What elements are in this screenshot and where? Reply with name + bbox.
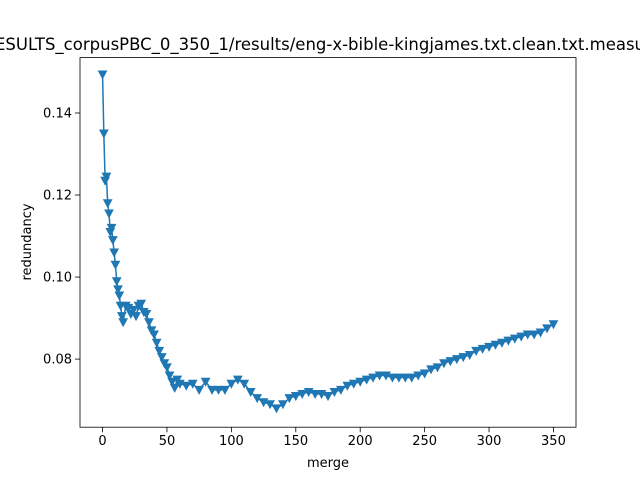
marker (118, 318, 129, 328)
marker (114, 291, 125, 301)
marker (484, 342, 494, 352)
marker (387, 373, 398, 383)
x-tick-label: 0 (98, 434, 106, 449)
marker (310, 390, 320, 400)
x-tick-label: 300 (477, 434, 502, 449)
marker (361, 375, 372, 385)
marker (102, 199, 113, 209)
marker (451, 355, 462, 365)
y-tick-label: 0.10 (43, 271, 72, 286)
marker (141, 310, 152, 320)
marker (290, 392, 301, 402)
marker (368, 373, 378, 383)
marker (110, 260, 121, 270)
marker (181, 381, 192, 391)
x-axis-label: merge (307, 456, 349, 471)
marker (432, 363, 443, 373)
marker (220, 385, 230, 395)
marker (497, 338, 507, 348)
marker (284, 394, 295, 404)
marker (490, 340, 501, 350)
marker (400, 373, 411, 383)
marker (169, 383, 180, 393)
x-tick-label: 350 (541, 434, 566, 449)
x-tick-label: 200 (348, 434, 373, 449)
marker (213, 385, 224, 395)
marker (131, 312, 141, 322)
marker (106, 223, 117, 233)
marker (164, 371, 175, 381)
marker (355, 377, 366, 387)
marker (101, 172, 112, 182)
marker (509, 334, 520, 344)
marker (194, 385, 205, 395)
marker (477, 344, 488, 354)
marker (113, 285, 123, 295)
marker (329, 387, 340, 397)
marker (535, 328, 546, 338)
marker (503, 336, 514, 346)
marker (200, 377, 211, 387)
y-axis-label: redundancy (20, 203, 35, 280)
marker (458, 353, 469, 363)
x-tick-label: 250 (412, 434, 437, 449)
marker (104, 209, 114, 219)
marker (297, 390, 308, 400)
marker (136, 299, 147, 309)
marker (187, 379, 198, 389)
marker (323, 392, 333, 402)
chart-title: ESULTS_corpusPBC_0_350_1/results/eng-x-b… (0, 35, 640, 55)
y-tick-label: 0.14 (43, 106, 72, 121)
marker (278, 400, 288, 410)
y-tick-label: 0.08 (43, 353, 72, 368)
marker (97, 70, 108, 80)
marker (144, 318, 154, 328)
x-tick-label: 50 (159, 434, 176, 449)
marker (548, 320, 559, 330)
marker (154, 346, 165, 356)
marker (426, 365, 436, 375)
marker (516, 332, 527, 342)
y-tick-label: 0.12 (43, 189, 72, 204)
marker (116, 312, 127, 322)
marker (529, 330, 540, 340)
marker (128, 305, 139, 315)
marker (111, 277, 122, 287)
marker (271, 404, 282, 414)
marker (342, 381, 353, 391)
x-tick-label: 100 (219, 434, 244, 449)
marker (413, 371, 424, 381)
marker (471, 346, 482, 356)
marker (419, 369, 430, 379)
marker (393, 373, 404, 383)
marker (542, 324, 552, 334)
marker (156, 353, 167, 363)
marker (445, 357, 456, 367)
marker (162, 363, 172, 373)
marker (245, 387, 256, 397)
marker (109, 248, 120, 258)
marker (151, 338, 162, 348)
marker (207, 385, 217, 395)
marker (239, 379, 250, 389)
plot-frame (79, 57, 577, 428)
marker (336, 385, 346, 395)
marker (98, 129, 109, 139)
marker (464, 351, 475, 361)
marker (167, 377, 177, 387)
marker (406, 373, 417, 383)
marker (439, 359, 449, 369)
marker (226, 379, 237, 389)
marker (348, 379, 359, 389)
marker (522, 330, 533, 340)
marker (374, 371, 385, 381)
marker (107, 236, 118, 246)
marker (149, 330, 159, 340)
x-tick-label: 150 (283, 434, 308, 449)
